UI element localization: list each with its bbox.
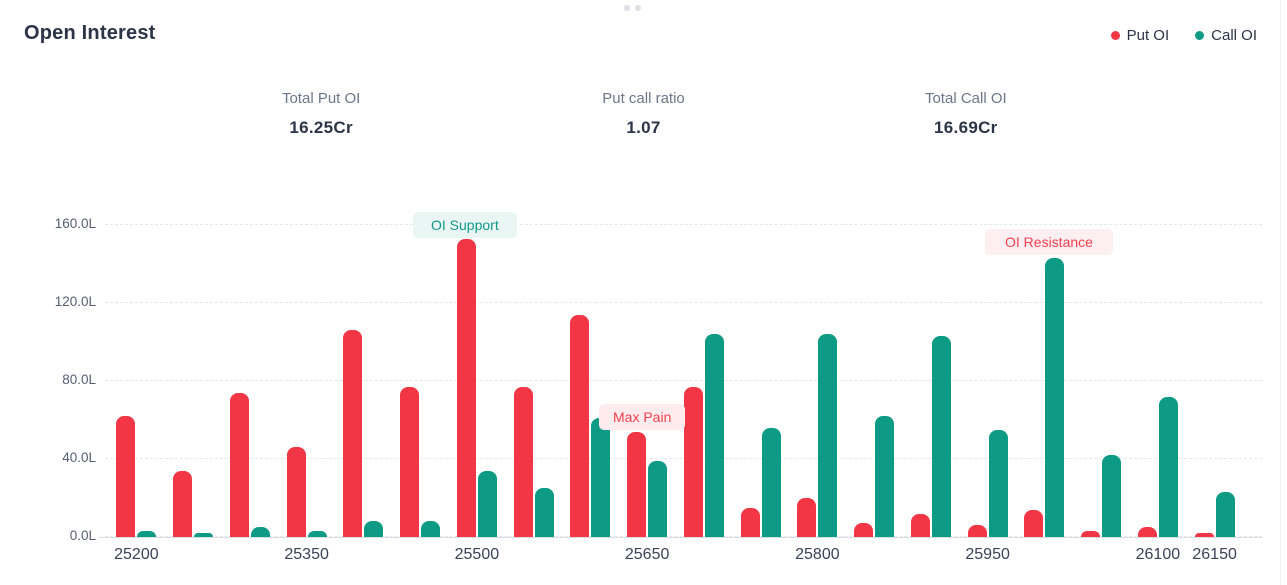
y-axis-tick-label: 0.0L bbox=[69, 528, 96, 543]
stat-value: 16.69Cr bbox=[934, 118, 998, 137]
widget-drag-handle[interactable] bbox=[624, 5, 641, 11]
gridline bbox=[105, 302, 1262, 303]
x-axis-tick-label: 25200 bbox=[114, 546, 159, 563]
stat-total-call-oi: Total Call OI 16.69Cr bbox=[805, 88, 1127, 138]
put-oi-bar-25850[interactable] bbox=[854, 523, 874, 537]
x-axis-tick-label: 25350 bbox=[284, 546, 329, 563]
put-oi-bar-25950[interactable] bbox=[967, 525, 987, 537]
legend-item-call-oi[interactable]: Call OI bbox=[1195, 27, 1257, 44]
legend-item-put-oi[interactable]: Put OI bbox=[1110, 27, 1170, 44]
call-oi-bar-25450[interactable] bbox=[421, 521, 441, 537]
gridline bbox=[105, 224, 1262, 225]
put-oi-bar-25700[interactable] bbox=[683, 386, 703, 537]
oi-resistance-annotation: OI Resistance bbox=[985, 229, 1113, 255]
call-oi-bar-26150[interactable] bbox=[1215, 492, 1235, 537]
y-axis-tick-label: 120.0L bbox=[54, 294, 96, 309]
y-axis-tick-label: 160.0L bbox=[54, 216, 96, 231]
call-oi-bar-25600[interactable] bbox=[591, 418, 611, 537]
x-axis-tick-label: 25500 bbox=[454, 546, 500, 563]
open-interest-bar-chart bbox=[99, 224, 1262, 538]
put-oi-bar-25650[interactable] bbox=[627, 431, 647, 537]
call-oi-bar-25900[interactable] bbox=[931, 336, 951, 537]
call-oi-bar-25400[interactable] bbox=[364, 521, 384, 537]
put-oi-bar-25800[interactable] bbox=[797, 498, 817, 537]
x-axis-tick-label: 25800 bbox=[795, 546, 840, 563]
x-axis-tick-label: 25950 bbox=[965, 546, 1010, 563]
put-oi-bar-25250[interactable] bbox=[173, 470, 193, 537]
stat-total-put-oi: Total Put OI 16.25Cr bbox=[160, 88, 482, 138]
stat-label: Total Call OI bbox=[924, 90, 1007, 107]
call-oi-dot-icon bbox=[1195, 31, 1205, 40]
gridline bbox=[105, 536, 1262, 537]
put-oi-bar-25900[interactable] bbox=[910, 513, 930, 537]
put-oi-bar-25500[interactable] bbox=[456, 238, 476, 537]
legend-label: Call OI bbox=[1211, 27, 1257, 44]
call-oi-bar-26000[interactable] bbox=[1045, 258, 1065, 537]
put-oi-bar-26150[interactable] bbox=[1194, 533, 1214, 537]
stat-label: Put call ratio bbox=[602, 90, 685, 107]
oi-support-annotation: OI Support bbox=[413, 212, 517, 238]
x-axis-tick-label: 25650 bbox=[624, 546, 670, 563]
call-oi-bar-25750[interactable] bbox=[761, 427, 781, 537]
put-oi-bar-26100[interactable] bbox=[1137, 527, 1157, 537]
call-oi-bar-25650[interactable] bbox=[648, 460, 668, 537]
oi-stats-row: Total Put OI 16.25Cr Put call ratio 1.07… bbox=[160, 88, 1127, 138]
put-oi-bar-25400[interactable] bbox=[343, 330, 363, 537]
x-axis-line bbox=[99, 537, 1262, 538]
call-oi-bar-26050[interactable] bbox=[1102, 455, 1122, 537]
stat-value: 1.07 bbox=[626, 118, 661, 137]
stat-label: Total Put OI bbox=[281, 90, 361, 107]
put-oi-bar-25350[interactable] bbox=[286, 447, 306, 537]
call-oi-bar-25550[interactable] bbox=[534, 488, 554, 537]
call-oi-bar-25950[interactable] bbox=[988, 429, 1008, 537]
legend-label: Put OI bbox=[1126, 27, 1170, 44]
page-title: Open Interest bbox=[24, 22, 156, 44]
call-oi-bar-26100[interactable] bbox=[1158, 396, 1178, 537]
put-oi-dot-icon bbox=[1110, 31, 1120, 40]
stat-put-call-ratio: Put call ratio 1.07 bbox=[482, 88, 804, 138]
put-oi-bar-26050[interactable] bbox=[1081, 531, 1101, 537]
y-axis-tick-label: 40.0L bbox=[62, 450, 96, 465]
call-oi-bar-25250[interactable] bbox=[194, 533, 214, 537]
panel-right-border bbox=[1280, 0, 1281, 585]
call-oi-bar-25500[interactable] bbox=[477, 470, 497, 537]
put-oi-bar-25300[interactable] bbox=[229, 392, 249, 537]
put-oi-bar-25200[interactable] bbox=[116, 416, 136, 537]
call-oi-bar-25700[interactable] bbox=[704, 334, 724, 537]
put-oi-bar-25600[interactable] bbox=[570, 314, 590, 537]
gridline bbox=[105, 380, 1262, 381]
y-axis-tick-label: 80.0L bbox=[62, 372, 96, 387]
put-oi-bar-25750[interactable] bbox=[740, 507, 760, 537]
call-oi-bar-25200[interactable] bbox=[137, 531, 157, 537]
x-axis-tick-label: 26100 bbox=[1135, 546, 1181, 563]
call-oi-bar-25300[interactable] bbox=[250, 527, 270, 537]
call-oi-bar-25350[interactable] bbox=[307, 531, 327, 537]
put-oi-bar-25450[interactable] bbox=[400, 386, 420, 537]
max-pain-annotation: Max Pain bbox=[599, 404, 686, 430]
gridline bbox=[105, 458, 1262, 459]
stat-value: 16.25Cr bbox=[289, 118, 353, 137]
put-oi-bar-26000[interactable] bbox=[1024, 509, 1044, 537]
drag-dot-icon bbox=[635, 5, 641, 11]
put-oi-bar-25550[interactable] bbox=[513, 386, 533, 537]
chart-legend: Put OI Call OI bbox=[1110, 27, 1257, 44]
x-axis-tick-label: 26150 bbox=[1192, 546, 1237, 563]
call-oi-bar-25850[interactable] bbox=[875, 416, 895, 537]
drag-dot-icon bbox=[624, 5, 630, 11]
call-oi-bar-25800[interactable] bbox=[818, 334, 838, 537]
